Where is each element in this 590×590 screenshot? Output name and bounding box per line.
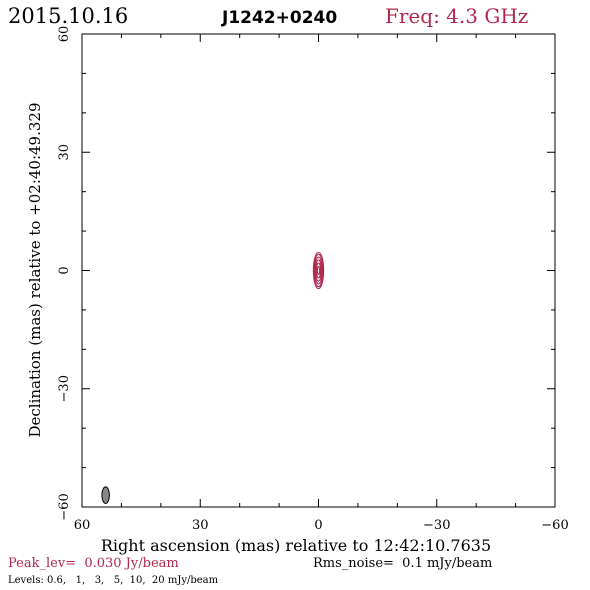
beam-ellipse-group: [101, 486, 110, 504]
contour-ring: [312, 251, 325, 290]
source-contours: [312, 251, 325, 290]
source-name: J1242+0240: [221, 8, 337, 28]
plot-frame: [81, 33, 556, 508]
x-axis-label: Right ascension (mas) relative to 12:42:…: [101, 536, 491, 555]
contour-ring: [315, 262, 322, 279]
x-tick-label: 30: [192, 518, 209, 533]
beam-ellipse: [101, 486, 110, 504]
axis-ticks: [81, 33, 556, 508]
y-tick-label: −60: [57, 493, 72, 520]
x-tick-label: −60: [541, 518, 568, 533]
frequency-label: Freq: 4.3 GHz: [385, 4, 528, 28]
y-axis-label: Declination (mas) relative to +02:40:49.…: [26, 102, 44, 437]
x-tick-label: 60: [74, 518, 91, 533]
tick-labels: 60 30 0 −30 −60 −60 −30 0 30 60: [57, 26, 569, 533]
contour-ring: [314, 259, 323, 282]
rms-noise: Rms_noise= 0.1 mJy/beam: [313, 556, 492, 571]
contour-ring: [314, 256, 323, 285]
y-tick-label: −30: [57, 375, 72, 402]
y-tick-label: 0: [57, 266, 72, 274]
contour-ring: [313, 253, 324, 288]
peak-level: Peak_lev= 0.030 Jy/beam: [8, 556, 179, 571]
x-tick-label: 0: [314, 518, 322, 533]
y-tick-label: 30: [57, 144, 72, 161]
x-tick-label: −30: [423, 518, 450, 533]
observation-date: 2015.10.16: [8, 4, 128, 28]
y-tick-label: 60: [57, 26, 72, 43]
contour-ring: [316, 266, 321, 275]
contour-levels: Levels: 0.6, 1, 3, 5, 10, 20 mJy/beam: [8, 575, 219, 586]
